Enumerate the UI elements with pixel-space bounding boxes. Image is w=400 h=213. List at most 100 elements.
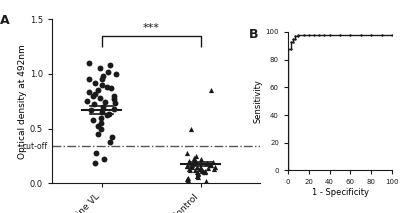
Point — [292, 37, 298, 40]
Point — [108, 135, 115, 139]
Point — [106, 140, 113, 143]
Point — [295, 34, 302, 38]
Point — [106, 113, 112, 116]
Point — [210, 161, 216, 164]
Point — [194, 173, 201, 176]
Point — [326, 33, 333, 36]
Point — [198, 170, 205, 173]
Point — [192, 158, 198, 162]
Point — [208, 163, 215, 166]
Point — [189, 163, 195, 166]
Point — [100, 105, 106, 108]
Point — [187, 168, 193, 172]
Point — [194, 174, 200, 177]
Point — [378, 33, 385, 36]
Point — [97, 96, 103, 100]
Point — [210, 167, 217, 171]
Point — [184, 151, 190, 154]
Y-axis label: Sensitivity: Sensitivity — [254, 79, 263, 123]
Point — [288, 47, 294, 50]
Point — [198, 166, 204, 170]
Point — [358, 33, 364, 36]
Point — [103, 114, 110, 117]
Point — [188, 127, 194, 130]
Point — [97, 116, 104, 119]
Point — [92, 92, 98, 95]
X-axis label: 1 - Specificity: 1 - Specificity — [312, 188, 368, 197]
Text: A: A — [0, 14, 10, 27]
Point — [389, 33, 395, 36]
Point — [98, 83, 105, 86]
Point — [112, 72, 119, 76]
Point — [92, 162, 98, 165]
Point — [290, 37, 296, 40]
Point — [86, 91, 92, 94]
Point — [190, 162, 197, 165]
Point — [295, 33, 302, 36]
Point — [185, 178, 191, 182]
Point — [208, 89, 214, 92]
Point — [198, 168, 205, 172]
Point — [201, 171, 208, 174]
Point — [101, 101, 108, 104]
Point — [100, 157, 107, 161]
Point — [84, 99, 91, 103]
Point — [88, 108, 94, 112]
Point — [191, 156, 197, 160]
Point — [347, 33, 354, 36]
Point — [98, 127, 104, 130]
Point — [96, 67, 103, 70]
Point — [186, 167, 192, 171]
Point — [107, 63, 113, 67]
Point — [212, 165, 218, 168]
Point — [184, 164, 190, 167]
Point — [98, 121, 104, 125]
Point — [184, 164, 190, 167]
Point — [90, 94, 96, 97]
Point — [204, 162, 210, 165]
Point — [194, 175, 201, 178]
Point — [290, 40, 296, 43]
Point — [188, 164, 194, 167]
Point — [90, 118, 96, 121]
Point — [193, 154, 200, 158]
Point — [186, 160, 192, 163]
Point — [196, 166, 203, 170]
Point — [198, 157, 205, 161]
Text: cut-off: cut-off — [23, 141, 48, 151]
Point — [107, 86, 114, 90]
Point — [112, 102, 118, 105]
Point — [86, 78, 92, 81]
Point — [321, 33, 328, 36]
Point — [195, 172, 201, 175]
Point — [206, 163, 213, 166]
Point — [111, 97, 118, 101]
Point — [104, 85, 110, 89]
Point — [98, 78, 105, 81]
Point — [337, 33, 343, 36]
Point — [316, 33, 322, 36]
Point — [110, 94, 117, 97]
Point — [202, 170, 209, 173]
Point — [306, 33, 312, 36]
Point — [185, 176, 191, 179]
Point — [190, 161, 196, 164]
Point — [188, 165, 195, 168]
Point — [292, 34, 298, 38]
Point — [192, 160, 198, 163]
Point — [311, 33, 317, 36]
Point — [288, 40, 294, 43]
Point — [100, 74, 106, 78]
Point — [110, 107, 117, 111]
Point — [300, 33, 307, 36]
Point — [86, 61, 92, 65]
Point — [368, 33, 374, 36]
Point — [285, 47, 291, 50]
Point — [99, 110, 106, 114]
Point — [93, 151, 99, 154]
Point — [194, 165, 200, 168]
Point — [203, 179, 210, 183]
Point — [202, 171, 208, 174]
Point — [95, 89, 101, 92]
Point — [205, 166, 212, 170]
